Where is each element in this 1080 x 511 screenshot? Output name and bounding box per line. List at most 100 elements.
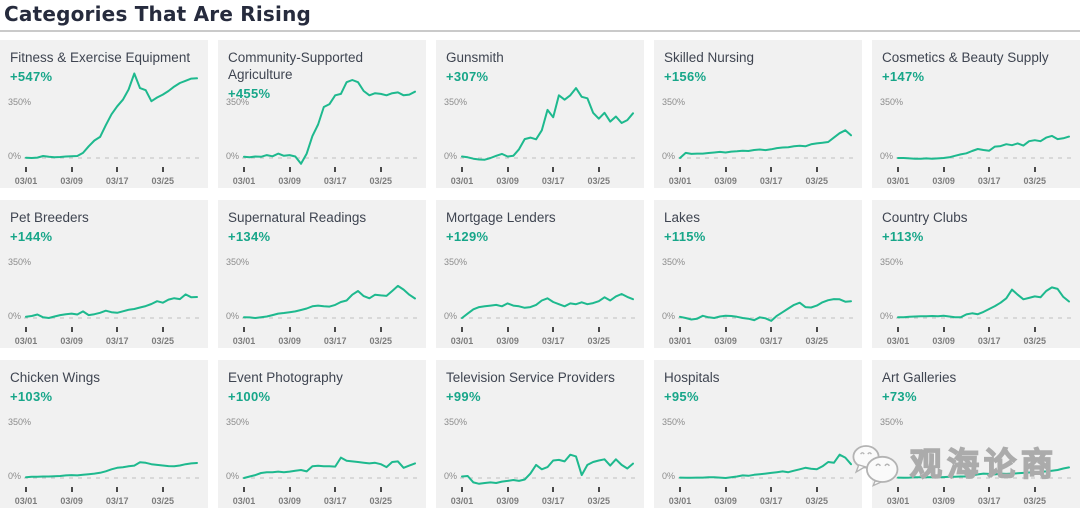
x-axis: 03/01 03/09 03/17 03/25 (872, 486, 1080, 508)
x-tick-label: 03/25 (369, 176, 393, 186)
trend-line (897, 466, 1070, 479)
panel-change: +547% (10, 69, 53, 84)
x-tick-mark (724, 327, 727, 332)
x-axis: 03/01 03/09 03/17 03/25 (654, 326, 862, 348)
y-axis-zero-label: 0% (662, 471, 676, 481)
trend-line (679, 298, 852, 322)
panel-title: Lakes (664, 210, 701, 225)
x-tick-label: 03/17 (105, 336, 129, 346)
x-tick-label: 03/01 (232, 176, 256, 186)
sparkline-chart (460, 293, 637, 319)
x-tick-label: 03/01 (14, 336, 38, 346)
sparkline-chart (896, 466, 1073, 479)
sparkline-chart (896, 134, 1073, 160)
x-tick-label: 03/09 (714, 496, 737, 506)
x-tick-label: 03/17 (759, 336, 783, 346)
x-axis: 03/01 03/09 03/17 03/25 (872, 166, 1080, 188)
x-axis: 03/01 03/09 03/17 03/25 (872, 326, 1080, 348)
x-tick-mark (679, 487, 681, 492)
x-tick-label: 03/09 (278, 336, 301, 346)
y-axis-zero-label: 0% (444, 151, 458, 161)
x-tick-mark (679, 327, 681, 332)
category-panel: Cosmetics & Beauty Supply +147% 350% 0% … (872, 40, 1080, 188)
x-tick-mark (506, 487, 509, 492)
panel-change: +307% (446, 69, 489, 84)
x-axis: 03/01 03/09 03/17 03/25 (218, 486, 426, 508)
category-panel: Hospitals +95% 350% 0% 03/01 03/09 03/17 03… (654, 360, 862, 508)
x-tick-label: 03/25 (369, 336, 393, 346)
trend-line (243, 79, 416, 165)
trend-line (25, 293, 198, 319)
x-tick-label: 03/09 (496, 496, 519, 506)
x-tick-mark (552, 327, 555, 332)
x-tick-mark (552, 167, 555, 172)
x-axis: 03/01 03/09 03/17 03/25 (218, 166, 426, 188)
y-axis-max-label: 350% (8, 97, 32, 107)
x-tick-mark (161, 487, 164, 492)
y-axis-max-label: 350% (444, 97, 468, 107)
x-tick-mark (379, 487, 382, 492)
y-axis-max-label: 350% (662, 257, 686, 267)
x-tick-mark (461, 167, 463, 172)
x-tick-label: 03/25 (1023, 336, 1047, 346)
x-tick-mark (70, 487, 73, 492)
category-panel: Skilled Nursing +156% 350% 0% 03/01 03/09… (654, 40, 862, 188)
sparkline-chart (242, 456, 419, 479)
x-tick-mark (25, 487, 27, 492)
x-axis: 03/01 03/09 03/17 03/25 (0, 486, 208, 508)
x-tick-mark (461, 327, 463, 332)
panel-title: Gunsmith (446, 50, 504, 65)
x-tick-mark (770, 487, 773, 492)
x-tick-mark (988, 327, 991, 332)
y-axis-zero-label: 0% (226, 151, 240, 161)
x-tick-mark (116, 167, 119, 172)
x-tick-label: 03/01 (668, 336, 692, 346)
trend-line (897, 134, 1070, 160)
panel-change: +100% (228, 389, 271, 404)
x-tick-mark (70, 327, 73, 332)
x-axis: 03/01 03/09 03/17 03/25 (436, 326, 644, 348)
x-tick-label: 03/25 (151, 176, 175, 186)
y-axis-zero-label: 0% (444, 471, 458, 481)
x-axis: 03/01 03/09 03/17 03/25 (654, 166, 862, 188)
x-tick-mark (25, 327, 27, 332)
panel-change: +103% (10, 389, 53, 404)
y-axis-zero-label: 0% (226, 311, 240, 321)
x-tick-label: 03/01 (14, 496, 38, 506)
x-tick-label: 03/17 (977, 336, 1001, 346)
panel-change: +156% (664, 69, 707, 84)
trend-line (243, 284, 416, 319)
y-axis-max-label: 350% (444, 257, 468, 267)
x-tick-label: 03/01 (886, 176, 910, 186)
trend-line (461, 87, 634, 161)
panel-title: Supernatural Readings (228, 210, 367, 225)
x-tick-mark (334, 167, 337, 172)
y-axis-max-label: 350% (8, 417, 32, 427)
panel-title: Pet Breeders (10, 210, 89, 225)
page-header: Categories That Are Rising (0, 0, 1080, 27)
x-tick-mark (461, 487, 463, 492)
x-axis: 03/01 03/09 03/17 03/25 (0, 166, 208, 188)
x-tick-mark (161, 167, 164, 172)
y-axis-zero-label: 0% (662, 311, 676, 321)
x-tick-label: 03/09 (60, 336, 83, 346)
x-tick-label: 03/09 (60, 496, 83, 506)
x-tick-mark (815, 327, 818, 332)
panel-title: Chicken Wings (10, 370, 101, 385)
x-tick-label: 03/25 (587, 336, 611, 346)
x-tick-label: 03/09 (932, 336, 955, 346)
y-axis-max-label: 350% (8, 257, 32, 267)
category-panel: Community-Supported Agriculture +455% 35… (218, 40, 426, 188)
sparkline-chart (24, 293, 201, 319)
category-panel: Art Galleries +73% 350% 0% 03/01 03/09 03/… (872, 360, 1080, 508)
panel-change: +99% (446, 389, 481, 404)
x-tick-label: 03/25 (805, 496, 829, 506)
x-tick-mark (70, 167, 73, 172)
x-tick-mark (506, 167, 509, 172)
y-axis-max-label: 350% (880, 257, 904, 267)
panels-grid: Fitness & Exercise Equipment +547% 350% … (0, 40, 1080, 508)
x-tick-label: 03/01 (232, 496, 256, 506)
x-tick-label: 03/25 (369, 496, 393, 506)
panel-title: Country Clubs (882, 210, 968, 225)
x-tick-mark (379, 327, 382, 332)
